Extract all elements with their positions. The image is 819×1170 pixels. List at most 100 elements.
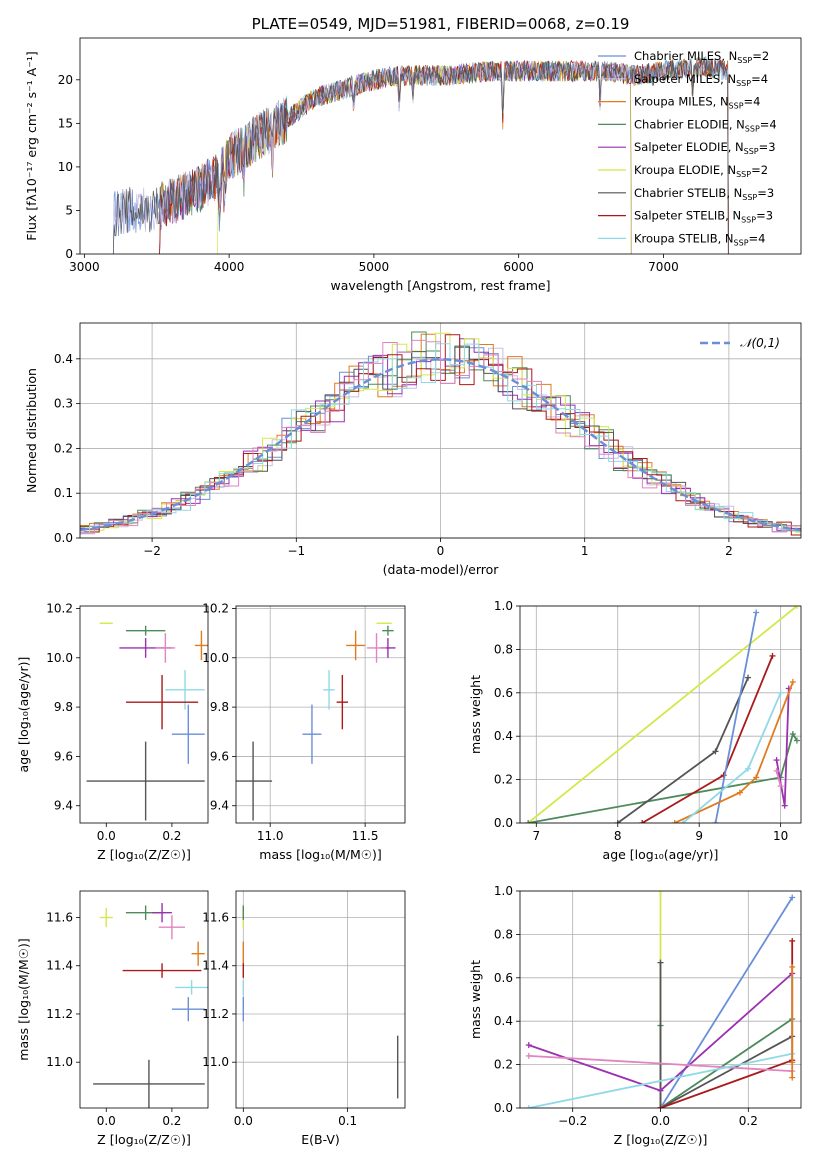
y-tick-label: 0.4 <box>494 729 513 743</box>
y-axis-label: age [log₁₀(age/yr)] <box>16 657 31 773</box>
mass-weight-line <box>528 1055 793 1072</box>
legend-label-n: =4 <box>760 117 777 131</box>
legend-label-name: Salpeter MILES, N <box>634 72 736 86</box>
mass-weight-line <box>617 677 749 823</box>
x-tick-label: 11.5 <box>352 829 379 843</box>
x-axis-label: Z [log₁₀(Z/Z☉)] <box>97 1132 191 1147</box>
errorbar-point <box>191 941 205 966</box>
legend-label-n: =3 <box>756 209 773 223</box>
axes-frame <box>79 890 209 1109</box>
axes-frame <box>79 605 209 824</box>
x-tick-label: 0.2 <box>162 1114 181 1128</box>
x-tick-label: −0.2 <box>558 1114 587 1128</box>
y-axis-label: Normed distribution <box>24 368 39 493</box>
legend-label-name: Kroupa MILES, N <box>634 95 729 109</box>
x-tick-label: 7 <box>532 829 540 843</box>
y-tick-label: 1.0 <box>494 884 513 898</box>
legend-label-sub: SSP <box>729 102 744 111</box>
x-tick-label: 0.0 <box>234 1114 253 1128</box>
y-tick-label: 9.4 <box>210 799 229 813</box>
y-tick-label: 0.4 <box>494 1014 513 1028</box>
y-axis-label: mass weight <box>468 675 483 754</box>
y-tick-label: 0.2 <box>494 773 513 787</box>
legend-label-sub: SSP <box>734 238 749 247</box>
spectrum-panel: PLATE=0549, MJD=51981, FIBERID=0068, z=0… <box>24 15 802 293</box>
errorbar-point <box>175 980 208 995</box>
legend-label-name: Chabrier MILES, N <box>634 49 737 63</box>
massweight_vs_age-panel: 7 8 9 10 0.0 0.2 0.4 0.6 0.8 1.0 age [log₁₀(age/yr… <box>468 599 802 862</box>
y-axis-label: Flux [fλ10⁻¹⁷ erg cm⁻² s⁻¹ A⁻¹] <box>24 51 39 240</box>
y-tick-label: 0 <box>65 247 73 261</box>
y-tick-label: 15 <box>58 116 73 130</box>
legend-label-n: =2 <box>752 49 769 63</box>
y-tick-label: 0.0 <box>494 1101 513 1115</box>
errorbar-point <box>152 903 172 923</box>
axes-frame <box>519 605 802 824</box>
axes-frame <box>235 890 406 1109</box>
mass-weight-line <box>674 681 794 823</box>
x-tick-label: 0.2 <box>739 1114 758 1128</box>
x-tick-label: 0.0 <box>97 1114 116 1128</box>
errorbar-point <box>125 625 166 636</box>
residuals-legend: 𝒩(0,1) <box>700 336 780 350</box>
x-tick-label: 5000 <box>359 260 390 274</box>
plot-area <box>80 331 801 536</box>
mass-weight-line <box>775 770 782 787</box>
legend-label-n: =3 <box>757 186 774 200</box>
x-tick-label: 1 <box>581 544 589 558</box>
legend-label-n: =4 <box>749 231 766 245</box>
legend-label-sub: SSP <box>744 147 759 156</box>
errorbar-point <box>171 704 205 764</box>
x-tick-label: −2 <box>143 544 161 558</box>
y-tick-label: 1.0 <box>494 599 513 613</box>
y-tick-label: 0.6 <box>494 686 513 700</box>
x-axis-label: age [log₁₀(age/yr)] <box>603 847 719 862</box>
legend-label-n: =2 <box>751 163 768 177</box>
y-tick-label: 0.2 <box>54 441 73 455</box>
legend-label-name: Chabrier STELIB, N <box>634 186 742 200</box>
x-tick-label: 9 <box>695 829 703 843</box>
y-tick-label: 10.2 <box>202 601 229 615</box>
errorbar-point <box>302 704 322 764</box>
mass-weight-line <box>660 940 794 1108</box>
x-tick-label: 8 <box>614 829 622 843</box>
y-tick-label: 9.6 <box>210 749 229 763</box>
axes-frame <box>79 322 802 539</box>
legend-label: Salpeter MILES, NSSP=4 <box>634 72 768 88</box>
x-axis-label: wavelength [Angstrom, rest frame] <box>330 278 550 293</box>
legend-label: Chabrier ELODIE, NSSP=4 <box>634 117 777 133</box>
y-axis-label: mass weight <box>468 960 483 1039</box>
errorbar-point <box>122 963 202 978</box>
errorbar-point <box>194 630 208 661</box>
y-tick-label: 0.4 <box>54 352 73 366</box>
y-tick-label: 20 <box>58 73 73 87</box>
legend-label: Chabrier MILES, NSSP=2 <box>634 49 769 65</box>
y-tick-label: 0.0 <box>494 816 513 830</box>
x-tick-label: 7000 <box>648 260 679 274</box>
legend-label: Salpeter ELODIE, NSSP=3 <box>634 140 776 156</box>
x-tick-label: 0.1 <box>338 1114 357 1128</box>
mass-weight-line <box>659 897 793 1108</box>
x-axis-label: mass [log₁₀(M/M☉)] <box>259 847 381 862</box>
y-tick-label: 9.4 <box>54 799 73 813</box>
histogram-series <box>80 343 801 534</box>
axes-frame <box>235 605 406 824</box>
errorbar-point <box>171 997 205 1022</box>
x-tick-label: 11.0 <box>257 829 284 843</box>
legend-label-name: Salpeter STELIB, N <box>634 209 741 223</box>
mass-weight-line <box>714 612 758 823</box>
errorbar-point <box>382 625 394 636</box>
errorbar-point <box>99 907 113 928</box>
errorbar-point <box>336 675 349 730</box>
errorbar-point <box>236 741 273 821</box>
mass-weight-line <box>682 692 782 823</box>
legend-label-sub: SSP <box>745 124 760 133</box>
errorbar-point <box>125 675 199 730</box>
errorbar-point <box>93 1059 205 1108</box>
x-tick-label: 10 <box>773 829 788 843</box>
mass-weight-line <box>641 655 774 823</box>
gaussian-curve <box>80 358 801 532</box>
y-tick-label: 5 <box>65 203 73 217</box>
histogram-series <box>80 339 801 535</box>
